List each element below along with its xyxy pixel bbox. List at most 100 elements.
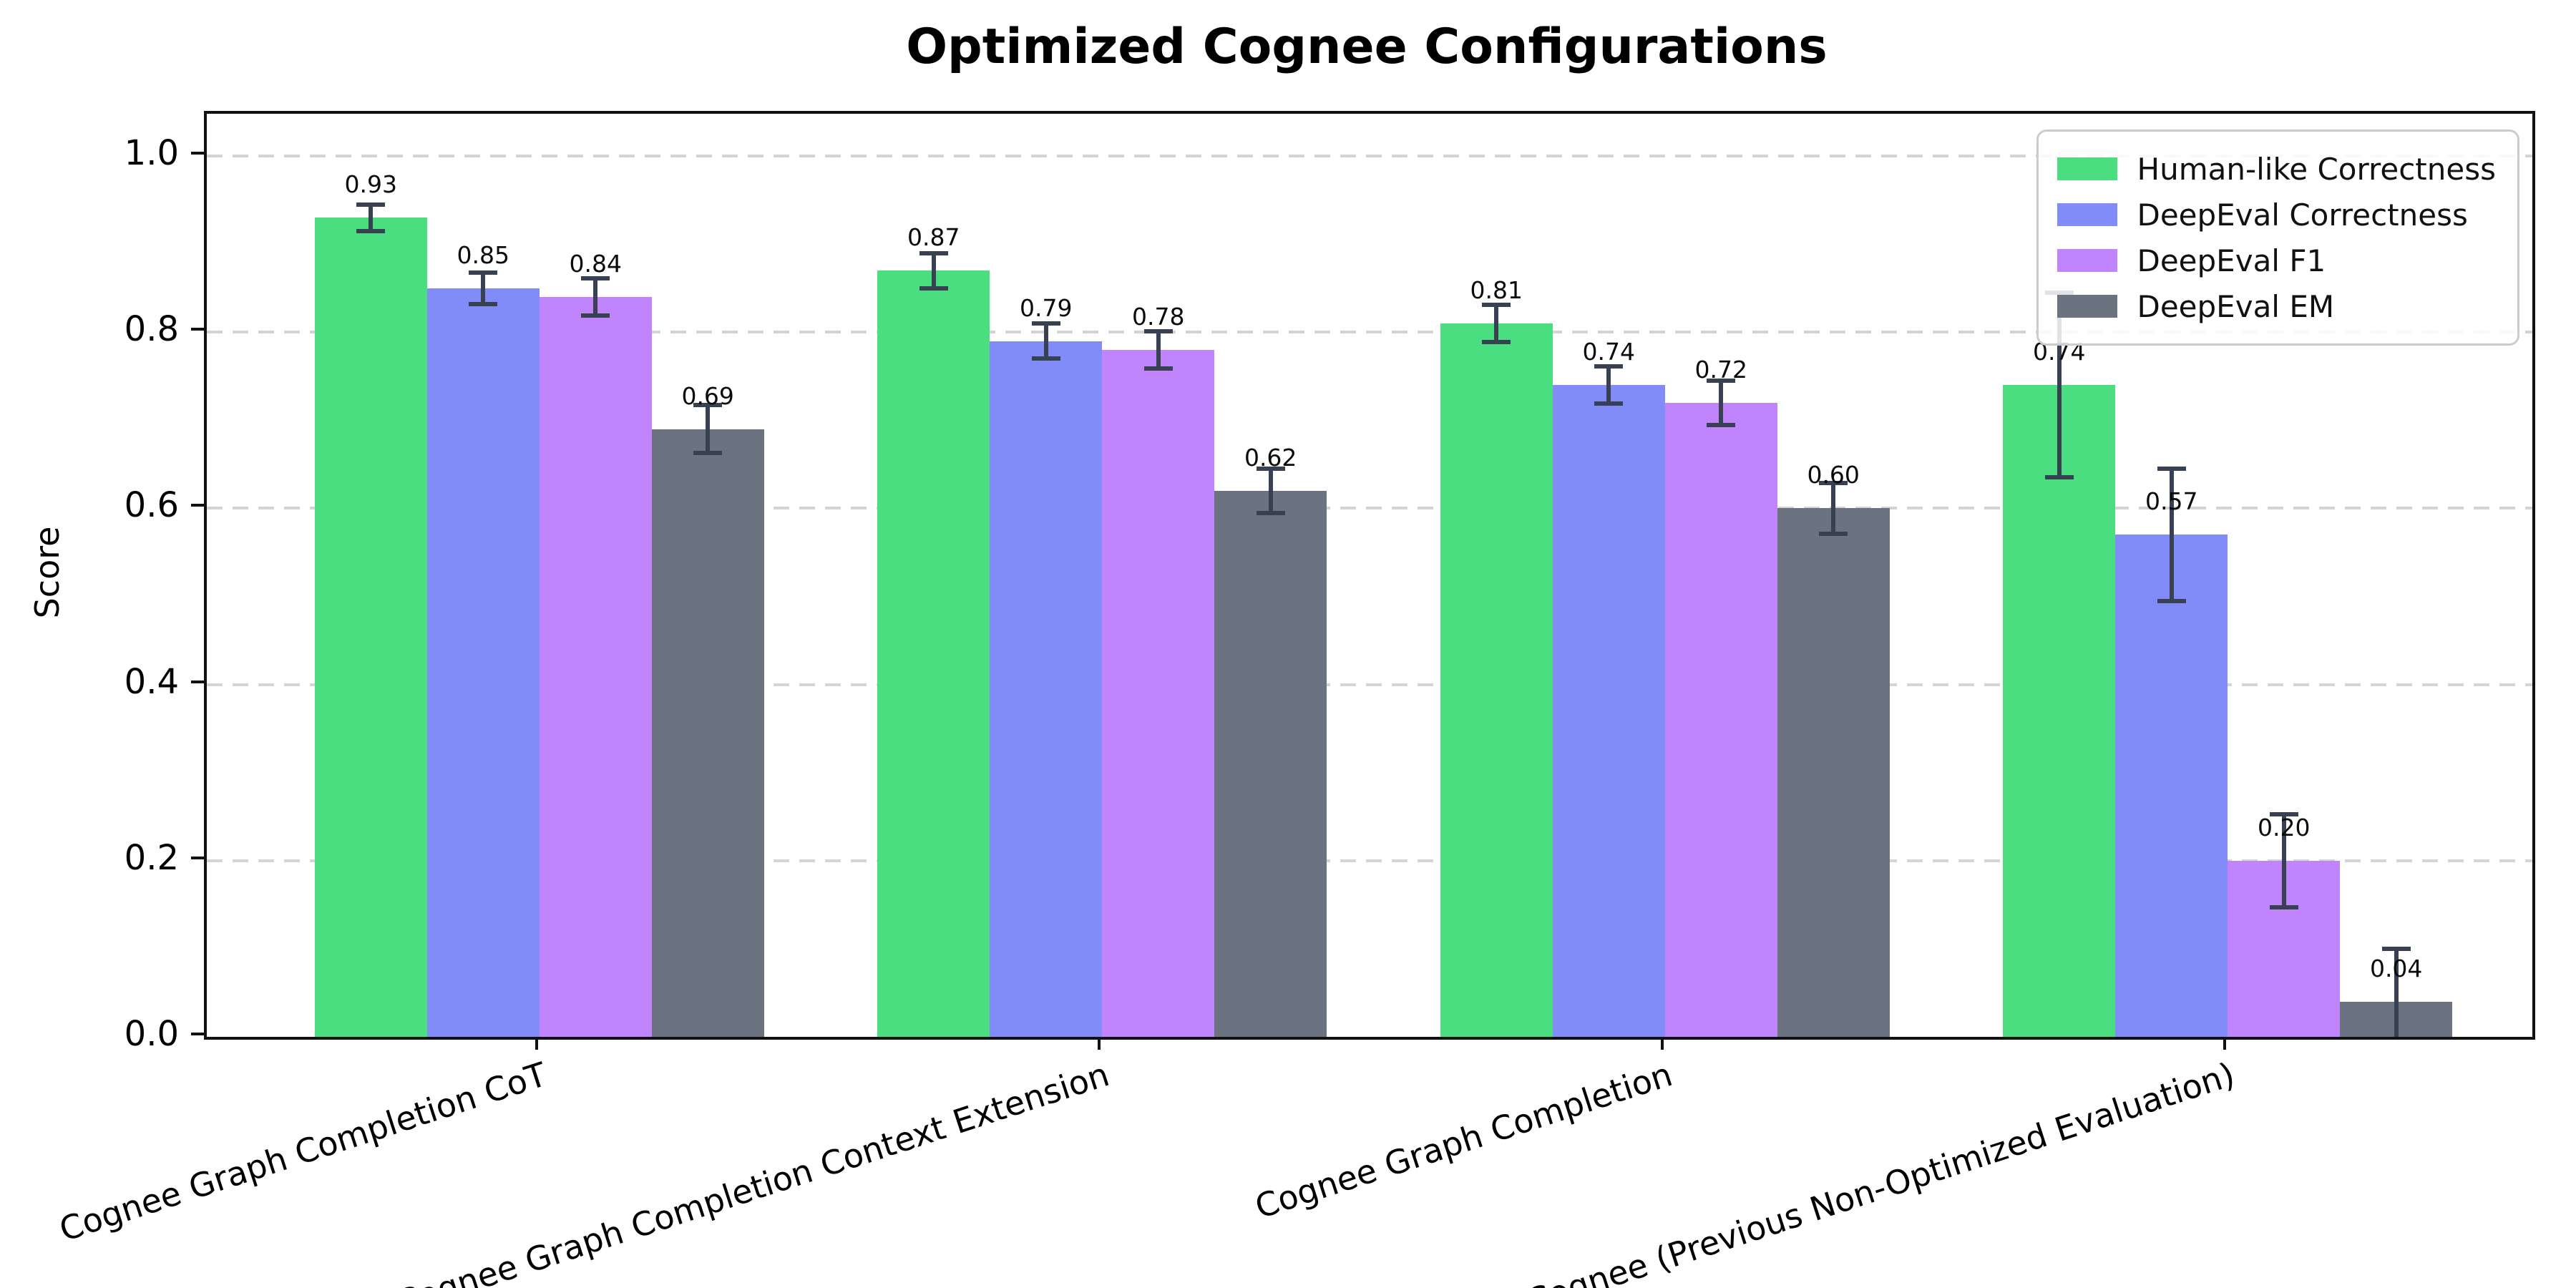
bar-value-label: 0.72 <box>1694 355 1747 384</box>
plot-area: Human-like Correctness DeepEval Correctne… <box>204 111 2535 1040</box>
gridline-0.8 <box>207 331 2532 334</box>
bar-slot: 0.60 <box>1777 114 1890 1037</box>
x-tick-label: Cognee Graph Completion CoT <box>54 1055 552 1249</box>
bar <box>1777 508 1890 1037</box>
y-tick-label-0.4: 0.4 <box>124 661 179 702</box>
bar-slot: 0.78 <box>1102 114 1215 1037</box>
legend-item: DeepEval EM <box>2057 283 2497 329</box>
gridline-0.4 <box>207 683 2532 686</box>
error-bar-line <box>2057 292 2062 478</box>
bar-group: 0.81 0.74 0.72 0.60 <box>1440 114 1890 1037</box>
y-tick-mark-0.4 <box>191 680 204 683</box>
bar-slot: 0.87 <box>877 114 990 1037</box>
legend-swatch <box>2057 295 2117 318</box>
bar-value-label: 0.60 <box>1807 461 1860 489</box>
bar <box>1214 490 1327 1037</box>
bar-value-label: 0.85 <box>457 240 509 269</box>
bar <box>314 218 427 1037</box>
bar-value-label: 0.74 <box>1582 338 1635 366</box>
bar-slot: 0.69 <box>651 114 764 1037</box>
error-bar-cap-top <box>2157 467 2186 472</box>
error-bar-line <box>1156 331 1161 369</box>
legend-swatch <box>2057 203 2117 226</box>
bar-value-label: 0.79 <box>1020 293 1073 322</box>
bar <box>426 288 540 1037</box>
legend-item: DeepEval Correctness <box>2057 192 2497 238</box>
bar-slot: 0.74 <box>1552 114 1665 1037</box>
bar-slot: 0.57 <box>2115 114 2228 1037</box>
bar <box>539 297 652 1037</box>
error-bar-cap-top <box>693 403 723 408</box>
error-bar-line <box>1043 323 1048 359</box>
y-tick-label-0.2: 0.2 <box>124 837 179 878</box>
error-bar-line <box>1268 469 1273 513</box>
error-bar-cap-bottom <box>1707 422 1736 427</box>
error-bar-cap-top <box>581 276 610 281</box>
error-bar-cap-bottom <box>1594 401 1624 406</box>
error-bar-cap-bottom <box>1482 339 1511 344</box>
bar <box>2003 385 2116 1037</box>
error-bar-cap-top <box>1143 329 1173 334</box>
chart-title: Optimized Cognee Configurations <box>906 19 1828 75</box>
bar-slot: 0.81 <box>1440 114 1553 1037</box>
legend-item-label: Human-like Correctness <box>2137 151 2497 187</box>
bar-slot: 0.72 <box>1664 114 1777 1037</box>
bar-slot: 0.93 <box>314 114 427 1037</box>
x-tick-mark <box>535 1037 538 1050</box>
bar-slot: 0.85 <box>426 114 540 1037</box>
bar-slot: 0.04 <box>2340 114 2453 1037</box>
y-tick-mark-1.0 <box>191 152 204 155</box>
error-bar-cap-bottom <box>2157 598 2186 603</box>
legend-item: Human-like Correctness <box>2057 146 2497 192</box>
error-bar-cap-top <box>1819 480 1848 485</box>
bar <box>2115 535 2228 1037</box>
error-bar-cap-top <box>1707 378 1736 383</box>
bar <box>990 341 1103 1037</box>
bar-value-label: 0.93 <box>344 170 398 199</box>
bar-slot: 0.84 <box>539 114 652 1037</box>
error-bar-cap-bottom <box>1256 510 1285 515</box>
bar <box>877 270 990 1037</box>
error-bar-line <box>706 405 711 453</box>
error-bar-cap-bottom <box>2269 905 2298 910</box>
bar-value-label: 0.87 <box>907 223 960 252</box>
bar-value-label: 0.78 <box>1131 302 1185 331</box>
error-bar-line <box>1494 305 1499 342</box>
bar-slot: 0.20 <box>2228 114 2341 1037</box>
error-bar-cap-bottom <box>356 228 386 233</box>
error-bar-cap-bottom <box>1031 356 1060 361</box>
gridline-1.0 <box>207 155 2532 158</box>
bar-group: 0.87 0.79 0.78 0.62 <box>877 114 1327 1037</box>
error-bar-cap-top <box>469 270 498 275</box>
y-tick-mark-0.6 <box>191 504 204 507</box>
error-bar-cap-bottom <box>2044 475 2074 480</box>
error-bar-cap-top <box>919 250 948 255</box>
bar-value-label: 0.04 <box>2369 954 2423 982</box>
bar-value-label: 0.57 <box>2145 487 2198 516</box>
bar <box>1552 385 1665 1037</box>
error-bar-line <box>1606 366 1611 404</box>
bar <box>1664 402 1777 1037</box>
y-tick-label-1.0: 1.0 <box>124 133 179 174</box>
y-tick-label-0.6: 0.6 <box>124 485 179 526</box>
error-bar-cap-bottom <box>581 313 610 318</box>
x-tick-mark <box>1098 1037 1101 1050</box>
y-tick-label-0.8: 0.8 <box>124 309 179 350</box>
bar-value-label: 0.81 <box>1470 275 1523 304</box>
bar-value-label: 0.84 <box>569 250 622 278</box>
bar-value-label: 0.69 <box>681 381 734 410</box>
error-bar-line <box>369 204 374 231</box>
bar <box>651 429 764 1037</box>
error-bar-cap-top <box>1256 467 1285 472</box>
legend-item-label: DeepEval Correctness <box>2137 197 2468 233</box>
error-bar-cap-bottom <box>1819 532 1848 537</box>
error-bar-cap-top <box>2269 811 2298 816</box>
legend-item-label: DeepEval EM <box>2137 288 2335 324</box>
legend-item-label: DeepEval F1 <box>2137 243 2326 278</box>
bar-group: 0.93 0.85 0.84 0.69 <box>314 114 764 1037</box>
y-tick-mark-0.0 <box>191 1033 204 1035</box>
gridline-0.2 <box>207 859 2532 862</box>
error-bar-line <box>593 278 598 316</box>
error-bar-cap-top <box>1031 321 1060 326</box>
error-bar-cap-bottom <box>693 450 723 455</box>
